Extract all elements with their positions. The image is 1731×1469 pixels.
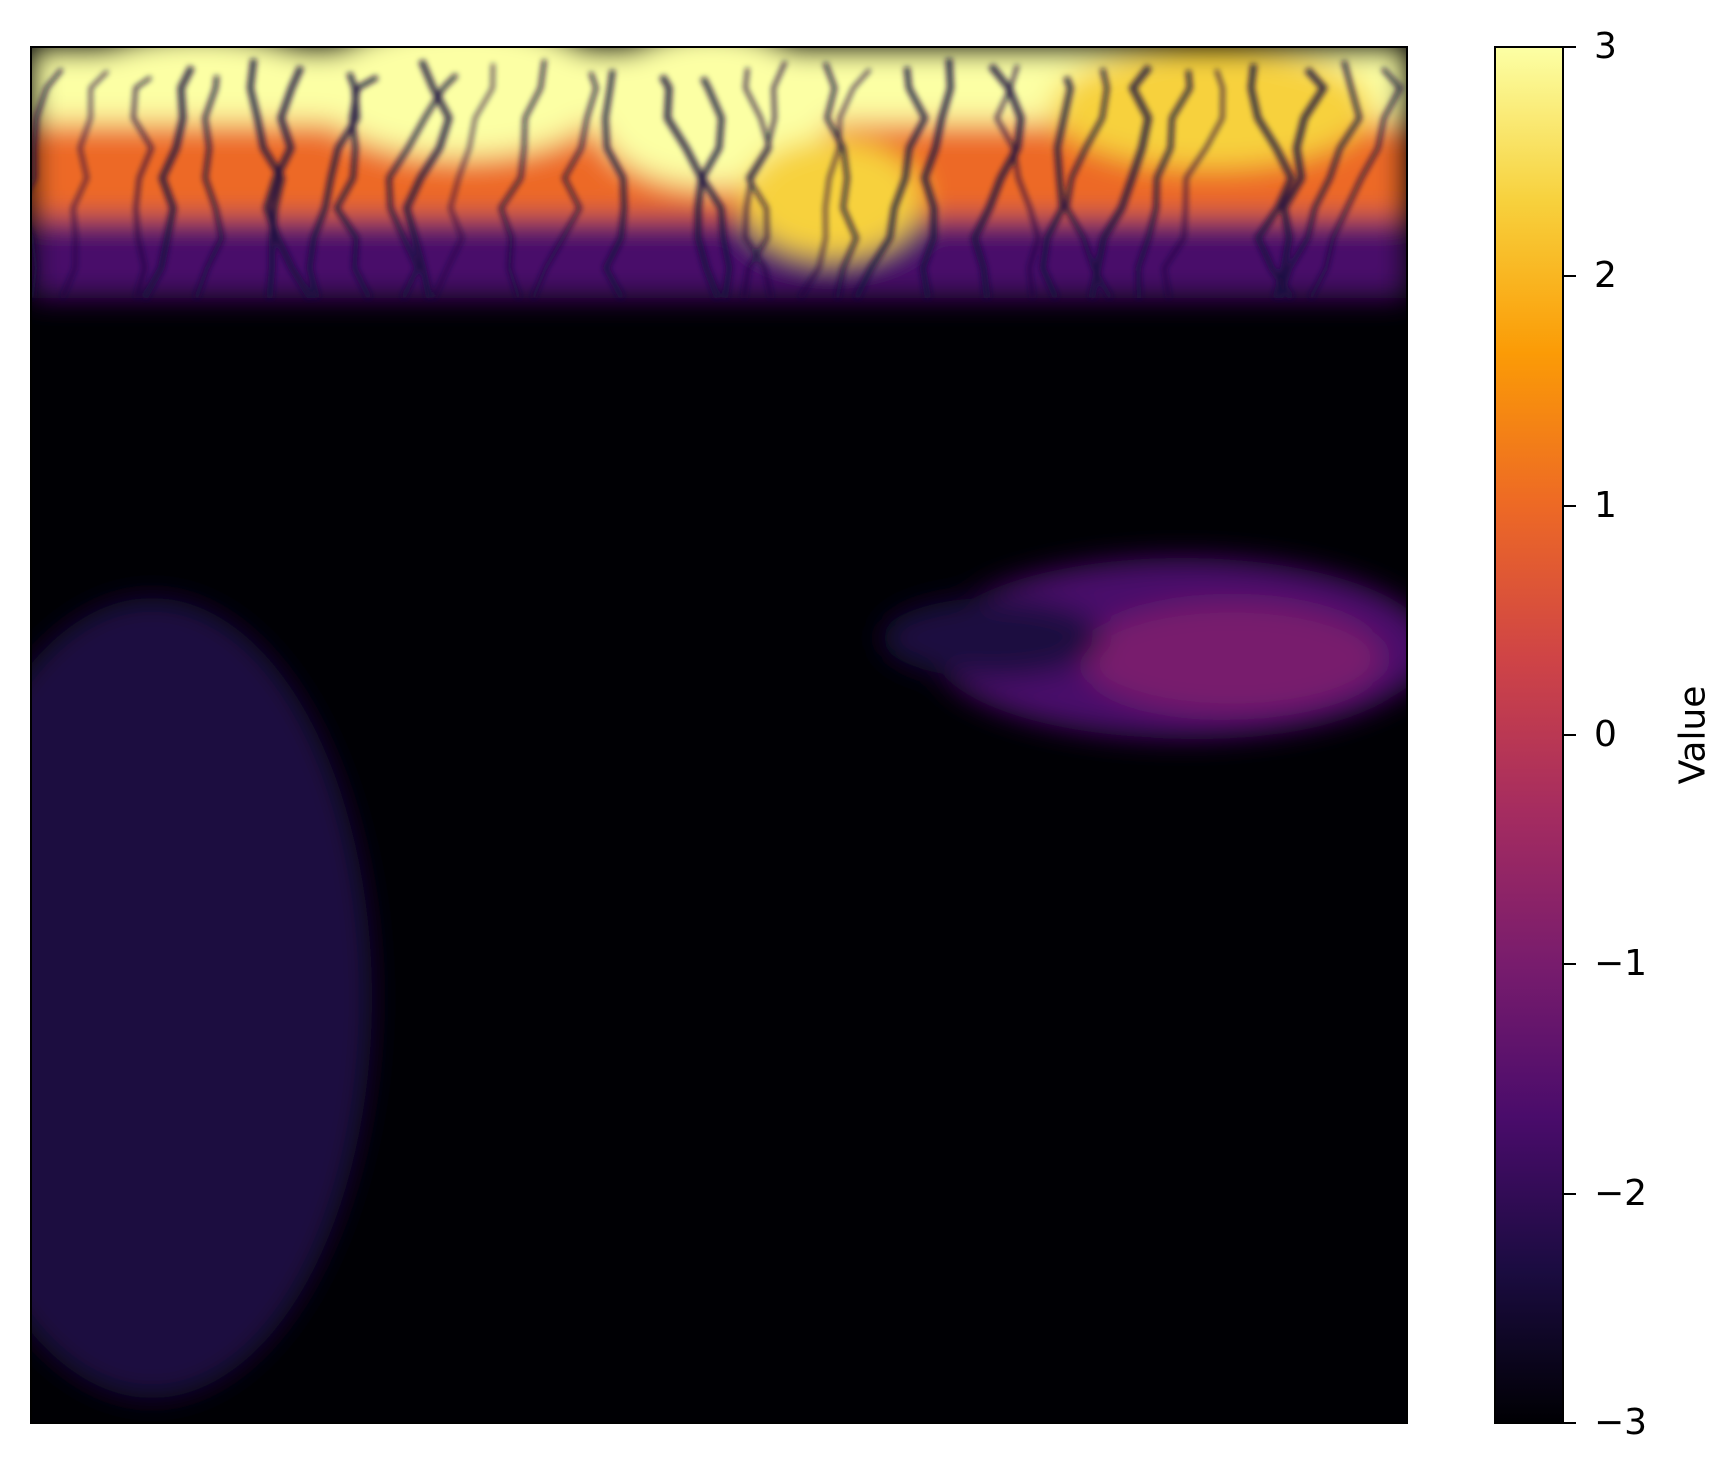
heatmap-valley bbox=[193, 75, 225, 299]
heatmap-valley bbox=[1162, 69, 1225, 299]
colorbar-tick-label: 0 bbox=[1594, 714, 1617, 755]
heatmap-valley bbox=[1039, 76, 1074, 300]
heatmap-valley bbox=[853, 66, 929, 300]
heatmap-valley bbox=[994, 64, 1041, 299]
colorbar-tick-label: −3 bbox=[1594, 1402, 1648, 1443]
heatmap-valley bbox=[131, 75, 154, 299]
heatmap-highland bbox=[72, 48, 332, 123]
heatmap-valley bbox=[698, 76, 733, 299]
colorbar-tick bbox=[1564, 46, 1576, 48]
heatmap-plot-area bbox=[30, 46, 1408, 1424]
heatmap-valley bbox=[531, 71, 599, 299]
heatmap-valley bbox=[1247, 63, 1295, 300]
heatmap-valley bbox=[141, 65, 195, 300]
heatmap-highland bbox=[1052, 48, 1372, 168]
heatmap-valley bbox=[498, 59, 547, 299]
colorbar-tick bbox=[1564, 1192, 1576, 1195]
colorbar-tick-label: −2 bbox=[1594, 1172, 1648, 1214]
colorbar-tick-label: 3 bbox=[1594, 26, 1617, 67]
colorbar-tick-label: 1 bbox=[1594, 484, 1617, 526]
heatmap-valley bbox=[602, 69, 628, 300]
heatmap-valley bbox=[970, 63, 1025, 299]
heatmap-valley bbox=[823, 61, 859, 299]
colorbar-tick bbox=[1564, 1422, 1576, 1424]
colorbar-tick bbox=[1564, 275, 1576, 278]
heatmap-valley bbox=[1272, 67, 1328, 299]
colorbar-label: Value bbox=[1672, 685, 1714, 785]
heatmap-valley bbox=[742, 60, 788, 299]
heatmap-plateau bbox=[1082, 603, 1382, 713]
colorbar-tick bbox=[1564, 504, 1576, 507]
colorbar-tick-label: 2 bbox=[1594, 255, 1617, 297]
heatmap-image bbox=[32, 48, 1406, 1422]
heatmap-valley bbox=[743, 67, 773, 299]
colorbar-tick bbox=[1564, 963, 1576, 966]
heatmap-valley bbox=[919, 58, 954, 299]
heatmap-highland bbox=[312, 48, 612, 158]
heatmap-valley bbox=[1135, 70, 1193, 299]
heatmap-valley bbox=[432, 63, 495, 299]
heatmap-plateau bbox=[882, 598, 1102, 678]
colorbar-tick bbox=[1564, 734, 1576, 736]
heatmap-highland bbox=[742, 138, 922, 258]
heatmap-highland bbox=[592, 48, 832, 188]
heatmap-valley bbox=[263, 65, 314, 300]
heatmap-valley bbox=[798, 68, 872, 299]
heatmap-valley bbox=[60, 69, 109, 299]
heatmap-valley bbox=[1064, 67, 1113, 300]
heatmap-valley bbox=[1088, 64, 1153, 299]
heatmap-valley bbox=[1308, 67, 1404, 299]
heatmap-valley bbox=[32, 67, 64, 299]
colorbar-tick-label: −1 bbox=[1594, 943, 1648, 985]
heatmap-valley bbox=[386, 72, 459, 300]
heatmap-valley bbox=[247, 58, 285, 299]
colorbar bbox=[1494, 46, 1564, 1424]
heatmap-valley bbox=[1277, 60, 1363, 299]
heatmap-valley bbox=[333, 74, 379, 300]
heatmap-lowland bbox=[32, 598, 372, 1398]
